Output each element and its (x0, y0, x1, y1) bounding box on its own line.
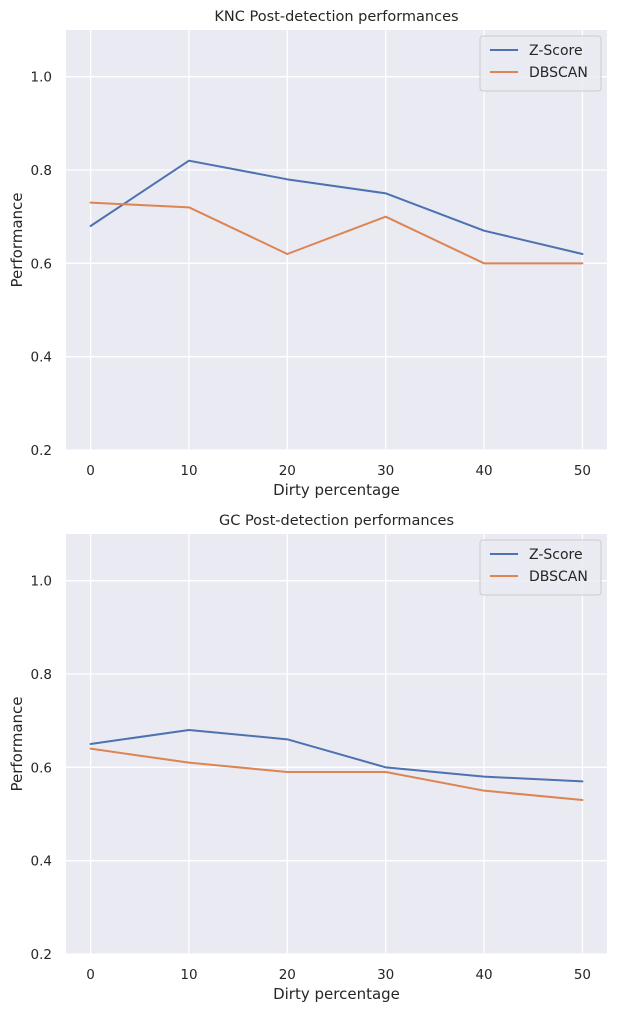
x-tick-label: 10 (180, 967, 197, 983)
x-tick-label: 50 (574, 967, 591, 983)
legend: Z-Score DBSCAN (479, 539, 602, 596)
legend-label: DBSCAN (529, 65, 588, 81)
y-tick-label: 0.6 (31, 760, 52, 776)
y-tick-label: 0.8 (31, 163, 52, 179)
series-line-z-score (89, 729, 584, 783)
x-tick-label: 40 (475, 967, 492, 983)
y-axis-label: Performance (8, 696, 26, 791)
y-tick-label: 1.0 (31, 574, 52, 590)
y-axis-label: Performance (8, 192, 26, 287)
legend: Z-Score DBSCAN (479, 35, 602, 92)
x-tick-label: 50 (574, 463, 591, 479)
x-tick-label: 40 (475, 463, 492, 479)
legend-label: DBSCAN (529, 569, 588, 585)
x-tick-label: 20 (279, 967, 296, 983)
series-line-dbscan (89, 201, 584, 265)
plot-area (66, 30, 607, 450)
series-line-z-score (89, 159, 584, 255)
chart-title: GC Post-detection performances (219, 513, 454, 529)
legend-label: Z-Score (529, 43, 583, 59)
x-tick-label: 30 (377, 463, 394, 479)
x-tick-label: 30 (377, 967, 394, 983)
chart-title: KNC Post-detection performances (214, 9, 458, 25)
legend-label: Z-Score (529, 547, 583, 563)
y-tick-label: 0.4 (31, 350, 52, 366)
x-tick-label: 0 (86, 967, 95, 983)
y-tick-label: 0.8 (31, 667, 52, 683)
y-tick-label: 1.0 (31, 70, 52, 86)
x-axis-label: Dirty percentage (273, 481, 400, 499)
y-tick-label: 0.4 (31, 854, 52, 870)
x-axis-label: Dirty percentage (273, 985, 400, 1003)
plot-area (66, 534, 607, 954)
x-tick-label: 20 (279, 463, 296, 479)
series-line-dbscan (89, 747, 584, 801)
y-tick-label: 0.2 (31, 947, 52, 963)
x-tick-label: 10 (180, 463, 197, 479)
chart-2: 0 10 20 30 40 50 0.2 0.4 0.6 0.8 1.0 GC Post-detect… (8, 513, 607, 1003)
y-tick-label: 0.6 (31, 256, 52, 272)
x-tick-label: 0 (86, 463, 95, 479)
y-tick-label: 0.2 (31, 443, 52, 459)
chart-1: 0 10 20 30 40 50 0.2 0.4 0.6 0.8 1.0 KNC Post-detec… (8, 9, 607, 499)
